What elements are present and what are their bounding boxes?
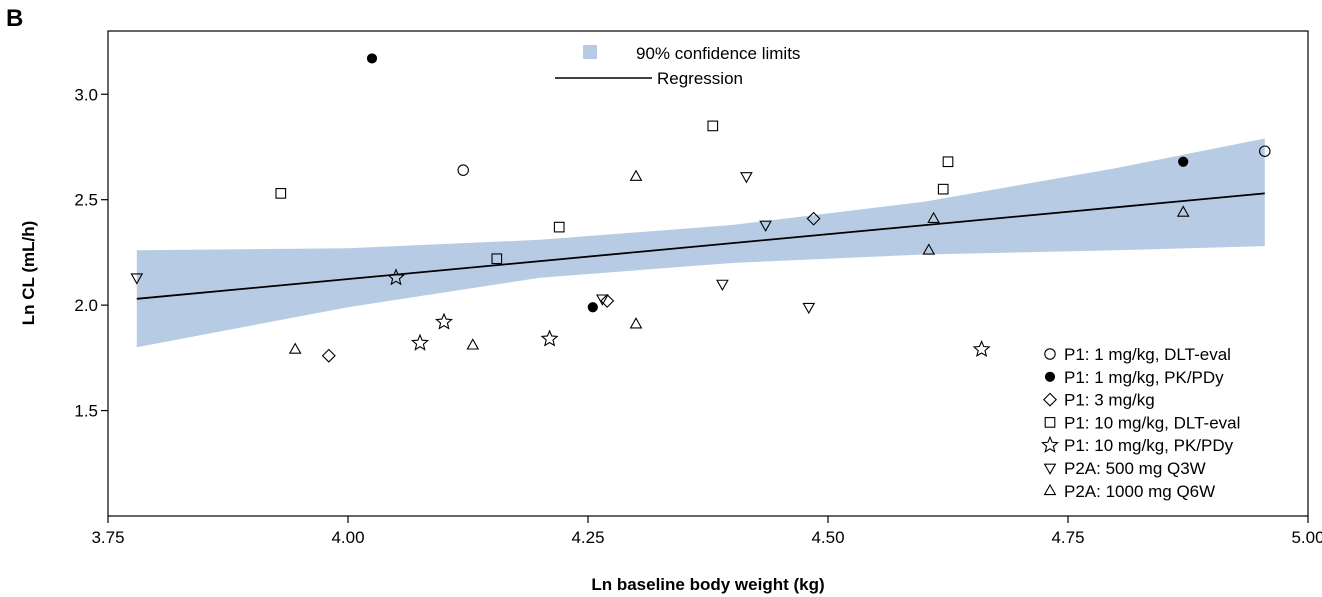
legend-label: P1: 1 mg/kg, DLT-eval xyxy=(1064,345,1231,364)
y-tick-label: 3.0 xyxy=(74,85,98,104)
x-tick-label: 4.25 xyxy=(571,528,604,547)
data-point xyxy=(629,317,643,329)
y-tick-label: 2.0 xyxy=(74,296,98,315)
series-legend: P1: 1 mg/kg, DLT-eval P1: 1 mg/kg, PK/PDy… xyxy=(1041,345,1240,501)
data-point xyxy=(553,221,565,233)
series-2 xyxy=(366,53,1189,313)
legend-band-label: 90% confidence limits xyxy=(636,44,800,63)
x-tick-label: 5.00 xyxy=(1291,528,1322,547)
data-point xyxy=(288,342,302,354)
data-point xyxy=(587,302,598,313)
x-axis-title: Ln baseline body weight (kg) xyxy=(591,575,824,594)
data-point xyxy=(1178,156,1189,167)
data-point xyxy=(759,220,772,232)
data-point xyxy=(600,293,615,308)
legend-line-label: Regression xyxy=(657,69,743,88)
data-point xyxy=(366,53,378,64)
series-7 xyxy=(288,169,1190,354)
legend-marker xyxy=(1043,483,1057,496)
plot-area xyxy=(130,53,1271,363)
x-tick-label: 3.75 xyxy=(91,528,124,547)
y-axis: 1.5 2.0 2.5 3.0 xyxy=(74,85,108,421)
y-tick-label: 1.5 xyxy=(74,402,98,421)
series-5 xyxy=(387,268,991,358)
data-point xyxy=(716,279,729,291)
regression-line xyxy=(136,192,1265,300)
legend-marker xyxy=(1044,371,1056,382)
data-point xyxy=(927,211,940,224)
data-point xyxy=(740,172,753,184)
data-point xyxy=(457,164,469,176)
data-point xyxy=(1176,205,1190,217)
series-6 xyxy=(130,172,816,315)
legend-marker xyxy=(1043,463,1057,475)
data-point xyxy=(387,268,405,286)
data-point xyxy=(802,302,816,315)
legend-label: P2A: 500 mg Q3W xyxy=(1064,459,1206,478)
legend-label: P1: 10 mg/kg, DLT-eval xyxy=(1064,413,1240,432)
data-point xyxy=(806,211,821,226)
data-point xyxy=(937,183,949,195)
data-point xyxy=(707,120,719,132)
data-point xyxy=(435,312,453,330)
series-4 xyxy=(275,120,954,265)
legend-label: P1: 10 mg/kg, PK/PDy xyxy=(1064,436,1234,455)
series-3 xyxy=(321,211,821,363)
legend-marker xyxy=(1044,348,1056,360)
data-point xyxy=(321,348,336,363)
data-point xyxy=(596,294,609,306)
x-tick-label: 4.75 xyxy=(1051,528,1084,547)
legend-marker xyxy=(1043,392,1057,407)
x-axis: 3.75 4.00 4.25 4.50 4.75 5.00 xyxy=(91,516,1322,547)
legend-label: P2A: 1000 mg Q6W xyxy=(1064,482,1215,501)
data-point xyxy=(466,338,480,350)
y-tick-label: 2.5 xyxy=(74,191,98,210)
legend-marker xyxy=(1044,417,1056,428)
data-point xyxy=(629,169,643,181)
x-tick-label: 4.00 xyxy=(331,528,364,547)
legend-label: P1: 3 mg/kg xyxy=(1064,391,1155,410)
data-point xyxy=(411,333,429,351)
series-1 xyxy=(457,145,1271,176)
legend-band-swatch xyxy=(583,45,597,59)
data-point xyxy=(275,188,287,199)
y-axis-title: Ln CL (mL/h) xyxy=(19,221,38,326)
data-point xyxy=(972,339,991,358)
data-point xyxy=(540,329,559,347)
panel-label: B xyxy=(6,5,23,32)
confidence-band xyxy=(136,138,1265,348)
data-point xyxy=(922,243,936,255)
data-point xyxy=(942,156,954,168)
legend-marker xyxy=(1041,435,1059,453)
data-point xyxy=(130,273,144,285)
plot-frame xyxy=(107,30,1309,517)
x-tick-label: 4.50 xyxy=(811,528,844,547)
top-legend: 90% confidence limits Regression xyxy=(555,44,800,88)
data-point xyxy=(491,253,503,265)
legend-label: P1: 1 mg/kg, PK/PDy xyxy=(1064,368,1224,387)
data-point xyxy=(1259,145,1271,157)
